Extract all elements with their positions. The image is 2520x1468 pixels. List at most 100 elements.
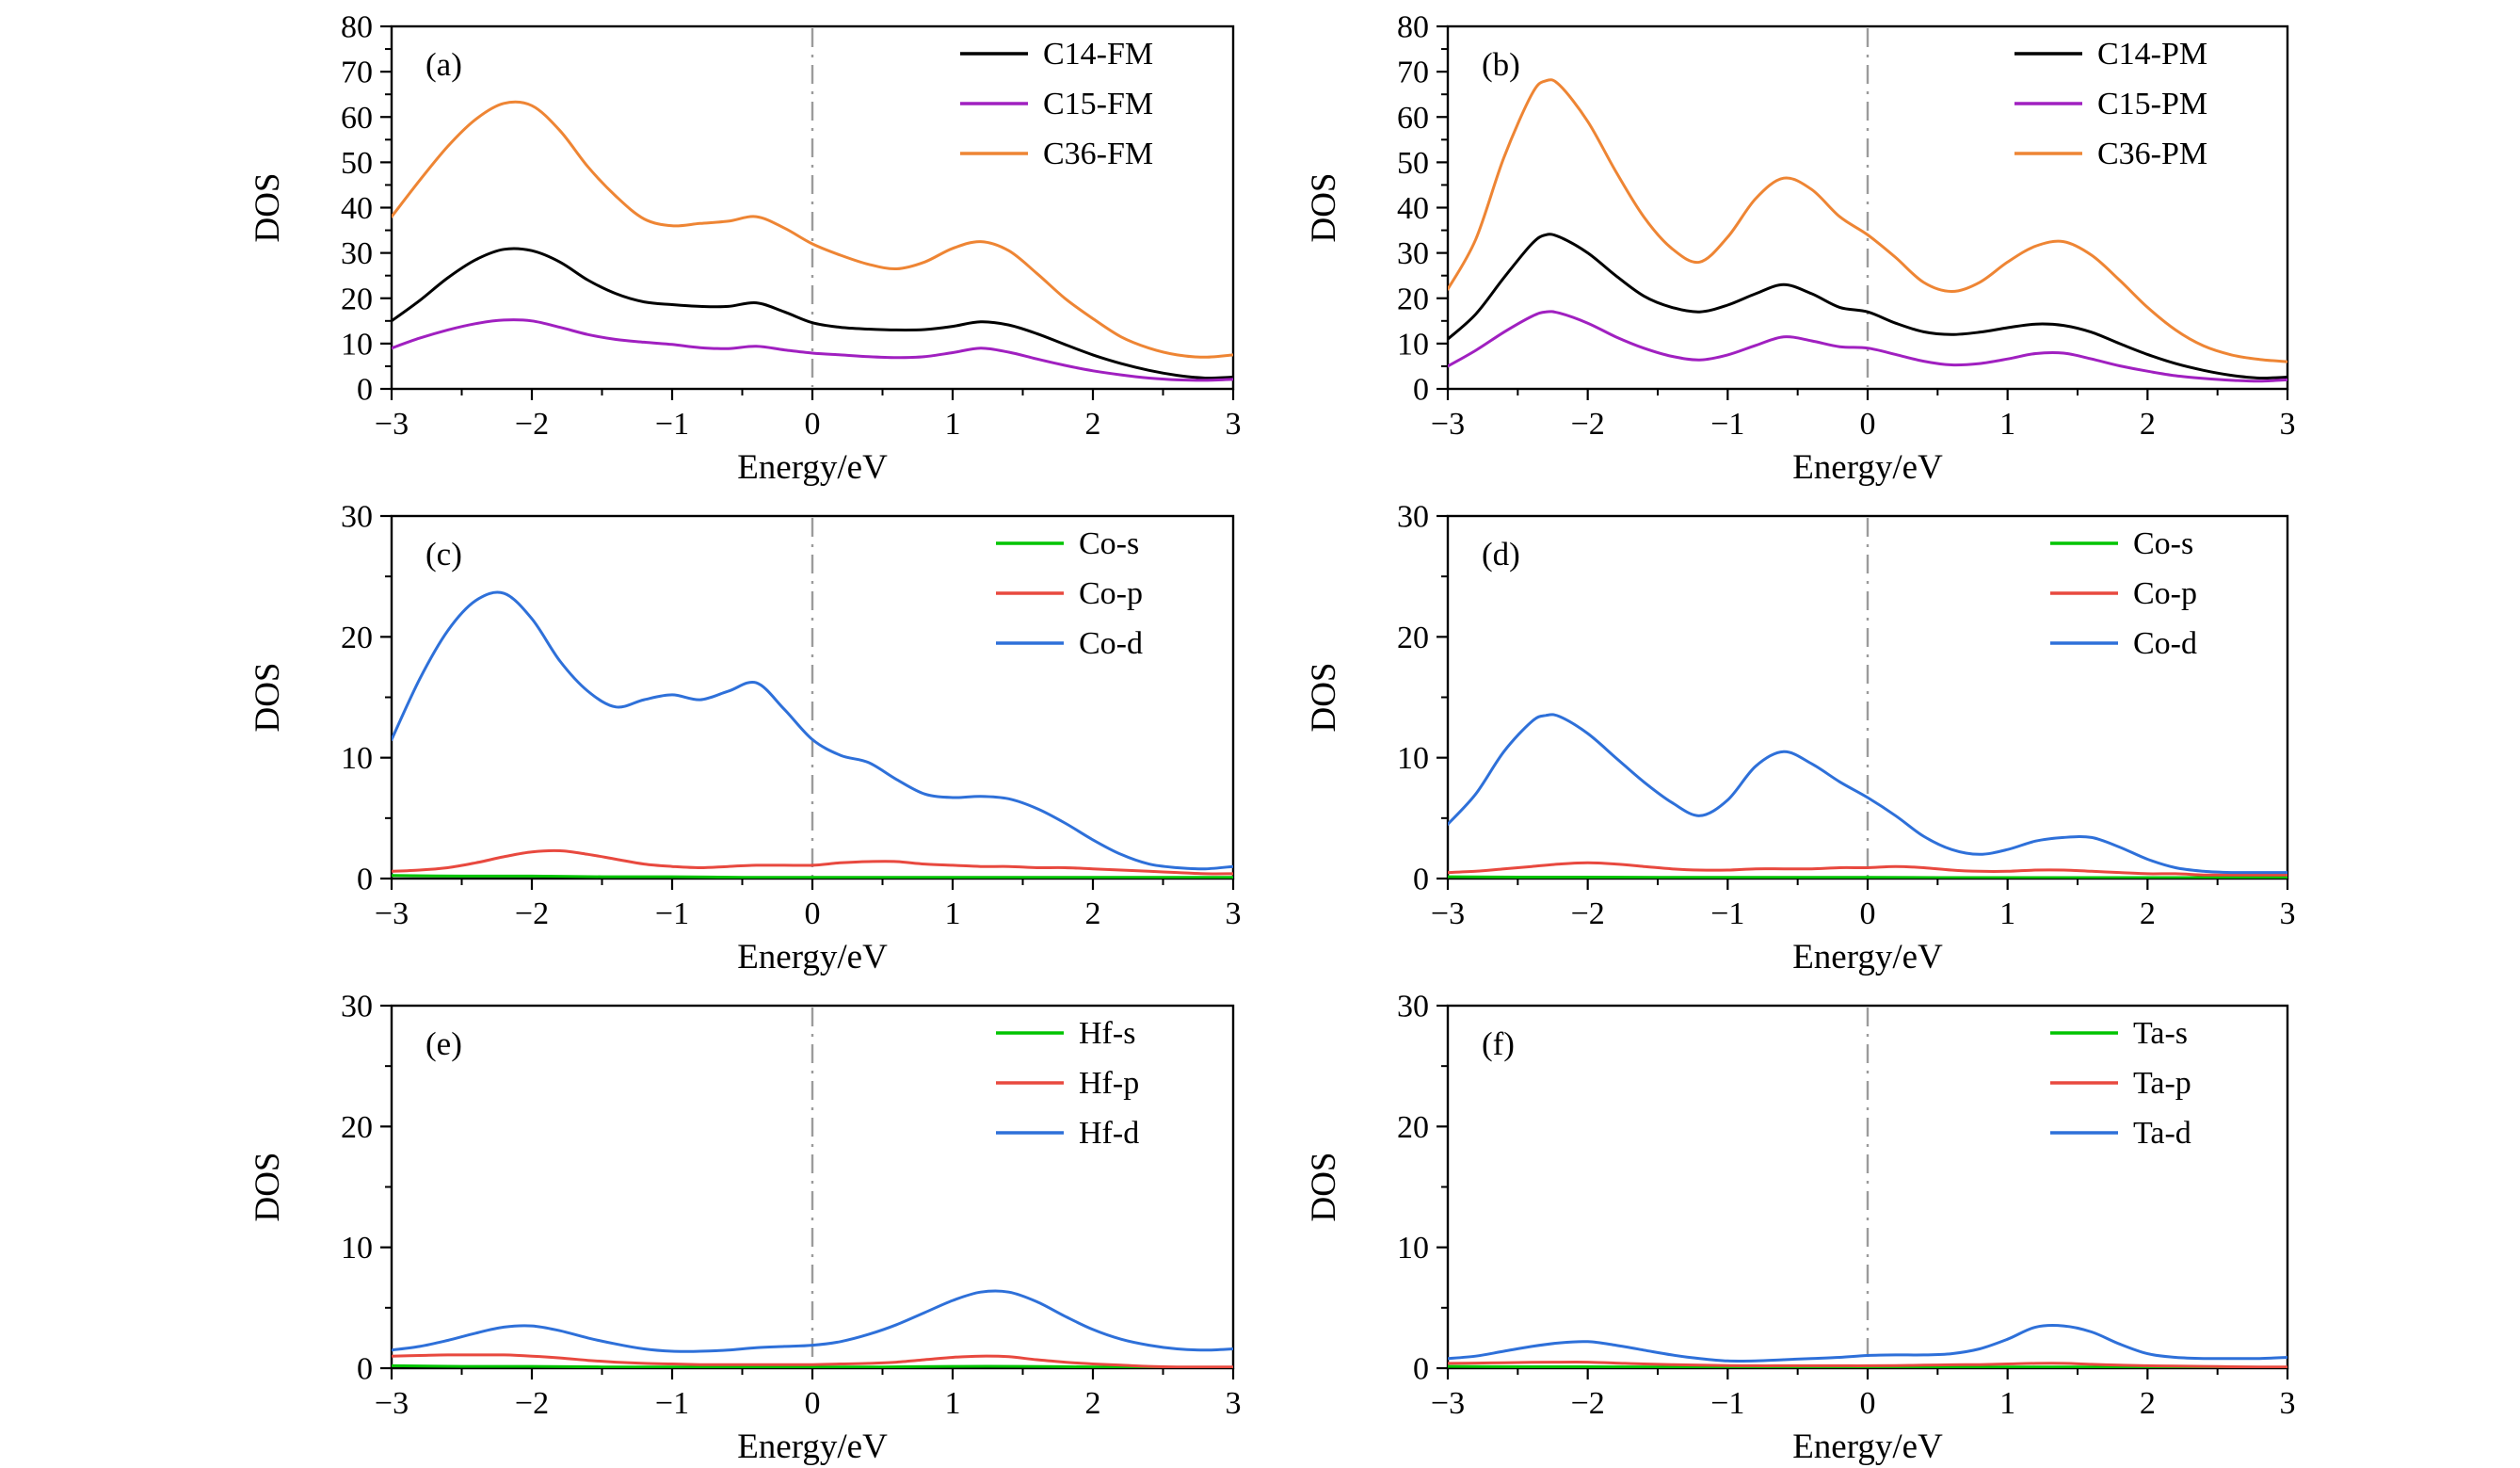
series-Co-d: [392, 590, 1233, 871]
x-tick-label: −2: [1571, 1386, 1605, 1421]
x-tick-label: −3: [375, 407, 409, 442]
y-axis-label: DOS: [249, 172, 287, 242]
x-tick-label: 1: [945, 1386, 961, 1421]
x-tick-label: −1: [1710, 896, 1744, 931]
panel-tag: (d): [1482, 536, 1520, 573]
x-tick-label: 1: [945, 407, 961, 442]
legend-label-Co-p: Co-p: [2133, 576, 2197, 611]
x-tick-label: −1: [655, 407, 689, 442]
y-tick-label: 30: [341, 990, 373, 1024]
y-tick-label: 50: [1397, 146, 1429, 181]
series-Hf-d: [392, 1289, 1233, 1353]
x-tick-label: −2: [1571, 896, 1605, 931]
x-tick-label: 1: [1999, 896, 2015, 931]
panel-tag: (a): [425, 46, 462, 83]
legend-label-Co-d: Co-d: [2133, 626, 2197, 661]
x-tick-label: −3: [375, 896, 409, 931]
series-C15-FM: [392, 318, 1233, 382]
y-tick-label: 10: [1397, 327, 1429, 362]
x-tick-label: 1: [945, 896, 961, 931]
x-axis-label: Energy/eV: [737, 1428, 888, 1466]
x-tick-label: 0: [1860, 1386, 1876, 1421]
legend-label-Co-p: Co-p: [1079, 576, 1143, 611]
x-axis-label: Energy/eV: [1792, 448, 1943, 487]
legend: C14-PM C15-PM C36-PM: [2014, 37, 2207, 171]
y-tick-label: 30: [1397, 500, 1429, 535]
x-tick-label: 2: [2140, 407, 2156, 442]
legend-label-Hf-s: Hf-s: [1079, 1016, 1135, 1051]
panel-c: −3 −2 −1 0 1 2 3 0 10 20 30 Energy/eV DOS (c) Co-s Co-p…: [0, 490, 1260, 979]
y-tick-label: 80: [1397, 10, 1429, 45]
legend-label-C36-FM: C36-FM: [1043, 137, 1153, 171]
y-tick-label: 30: [341, 236, 373, 271]
series-group: [1448, 78, 2287, 383]
panel-tag: (f): [1482, 1025, 1515, 1062]
legend: Co-s Co-p Co-d: [2050, 526, 2197, 661]
legend-label-C15-FM: C15-FM: [1043, 87, 1153, 121]
y-tick-label: 0: [357, 1352, 373, 1387]
y-axis-label: DOS: [1305, 1152, 1343, 1221]
x-axis-label: Energy/eV: [737, 938, 888, 976]
legend-label-Co-d: Co-d: [1079, 626, 1143, 661]
panel-a: −3 −2 −1 0 1 2 3 0 10 20 30 40 50 60 70 80 Energy/eV DOS(…: [0, 0, 1260, 490]
series-Hf-s: [392, 1363, 1233, 1368]
y-tick-label: 60: [341, 101, 373, 136]
panel-tag: (b): [1482, 46, 1520, 83]
series-C15-PM: [1448, 310, 2287, 383]
legend-label-C36-PM: C36-PM: [2097, 137, 2207, 171]
y-tick-label: 70: [341, 56, 373, 90]
y-tick-label: 30: [341, 500, 373, 535]
legend: Ta-s Ta-p Ta-d: [2050, 1016, 2191, 1151]
x-tick-label: −1: [1710, 407, 1744, 442]
x-tick-label: 2: [1085, 896, 1101, 931]
y-axis-label: DOS: [1305, 662, 1343, 732]
series-group: [392, 590, 1233, 879]
series-C14-FM: [392, 247, 1233, 380]
y-tick-label: 40: [341, 191, 373, 226]
series-Co-p: [1448, 861, 2287, 877]
series-group: [1448, 713, 2287, 879]
series-Ta-s: [1448, 1364, 2287, 1368]
x-axis-label: Energy/eV: [737, 448, 888, 487]
legend-label-Ta-d: Ta-d: [2133, 1116, 2191, 1151]
x-tick-label: 2: [1085, 407, 1101, 442]
x-tick-label: 2: [2140, 896, 2156, 931]
legend-label-Ta-p: Ta-p: [2133, 1066, 2191, 1101]
y-tick-label: 0: [357, 863, 373, 897]
y-tick-label: 0: [357, 373, 373, 408]
x-tick-label: −3: [1431, 1386, 1465, 1421]
legend-label-Hf-p: Hf-p: [1079, 1066, 1139, 1101]
series-Co-d: [1448, 713, 2287, 875]
y-tick-label: 20: [1397, 282, 1429, 316]
y-axis-label: DOS: [249, 662, 287, 732]
series-Hf-p: [392, 1353, 1233, 1368]
legend-label-C15-PM: C15-PM: [2097, 87, 2207, 121]
x-tick-label: 3: [1226, 1386, 1242, 1421]
series-C14-PM: [1448, 233, 2287, 380]
x-tick-label: 3: [2280, 407, 2296, 442]
x-axis-label: Energy/eV: [1792, 938, 1943, 976]
y-tick-label: 0: [1413, 373, 1429, 408]
x-tick-label: −3: [375, 1386, 409, 1421]
series-Co-s: [392, 874, 1233, 879]
panel-b: −3 −2 −1 0 1 2 3 0 10 20 30 40 50 60 70 80 Energy/eV DOS(…: [1260, 0, 2520, 490]
panel-f: −3 −2 −1 0 1 2 3 0 10 20 30 Energy/eV DOS (f) Ta-s Ta-p…: [1260, 979, 2520, 1468]
y-tick-label: 20: [1397, 1110, 1429, 1145]
y-tick-label: 10: [1397, 1231, 1429, 1266]
x-tick-label: 3: [2280, 1386, 2296, 1421]
panel-a-chart: −3 −2 −1 0 1 2 301020304050607080Energy/eVDOS(…: [249, 10, 1242, 487]
x-tick-label: 3: [1226, 896, 1242, 931]
y-tick-label: 80: [341, 10, 373, 45]
legend-label-C14-PM: C14-PM: [2097, 37, 2207, 72]
y-tick-label: 60: [1397, 101, 1429, 136]
y-axis-label: DOS: [249, 1152, 287, 1221]
y-tick-label: 40: [1397, 191, 1429, 226]
legend-label-Co-s: Co-s: [1079, 526, 1139, 561]
panel-tag: (e): [425, 1025, 462, 1062]
x-tick-label: −1: [655, 1386, 689, 1421]
x-tick-label: 2: [2140, 1386, 2156, 1421]
series-C36-FM: [392, 100, 1233, 359]
